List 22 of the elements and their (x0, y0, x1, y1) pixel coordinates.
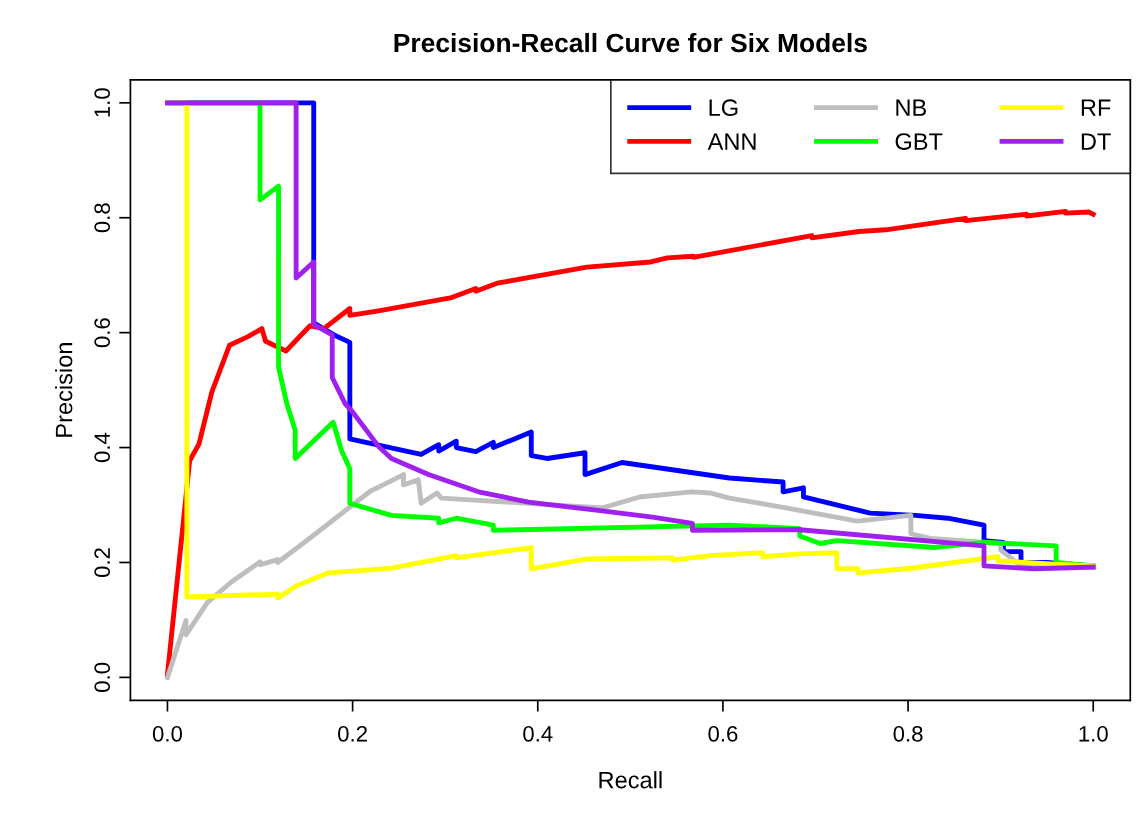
x-tick-label: 0.2 (338, 725, 367, 742)
legend-label: NB (896, 99, 926, 116)
x-tick-label: 0.0 (152, 725, 183, 742)
legend-label: DT (1081, 133, 1111, 150)
y-tick-label: 0.6 (94, 318, 111, 348)
legend-label: LG (709, 99, 738, 117)
legend-label: ANN (707, 133, 756, 150)
x-axis-title: Recall (599, 771, 662, 789)
y-tick-label: 0.4 (94, 432, 111, 463)
y-axis-title: Precision (55, 343, 73, 437)
legend-label: RF (1081, 99, 1111, 116)
y-tick-label: 0.2 (94, 548, 111, 578)
x-tick-label: 1.0 (1079, 725, 1108, 742)
x-tick-label: 0.6 (708, 725, 738, 742)
y-tick-label: 1.0 (94, 88, 111, 117)
legend-label: GBT (895, 133, 943, 150)
line-series (165, 208, 1096, 677)
y-tick-label: 0.8 (94, 203, 111, 233)
x-tick-label: 0.8 (893, 725, 923, 742)
x-tick-label: 0.4 (523, 725, 553, 742)
y-tick-label: 0.0 (94, 662, 111, 692)
chart-title: Precision-Recall Curve for Six Models (394, 32, 867, 53)
